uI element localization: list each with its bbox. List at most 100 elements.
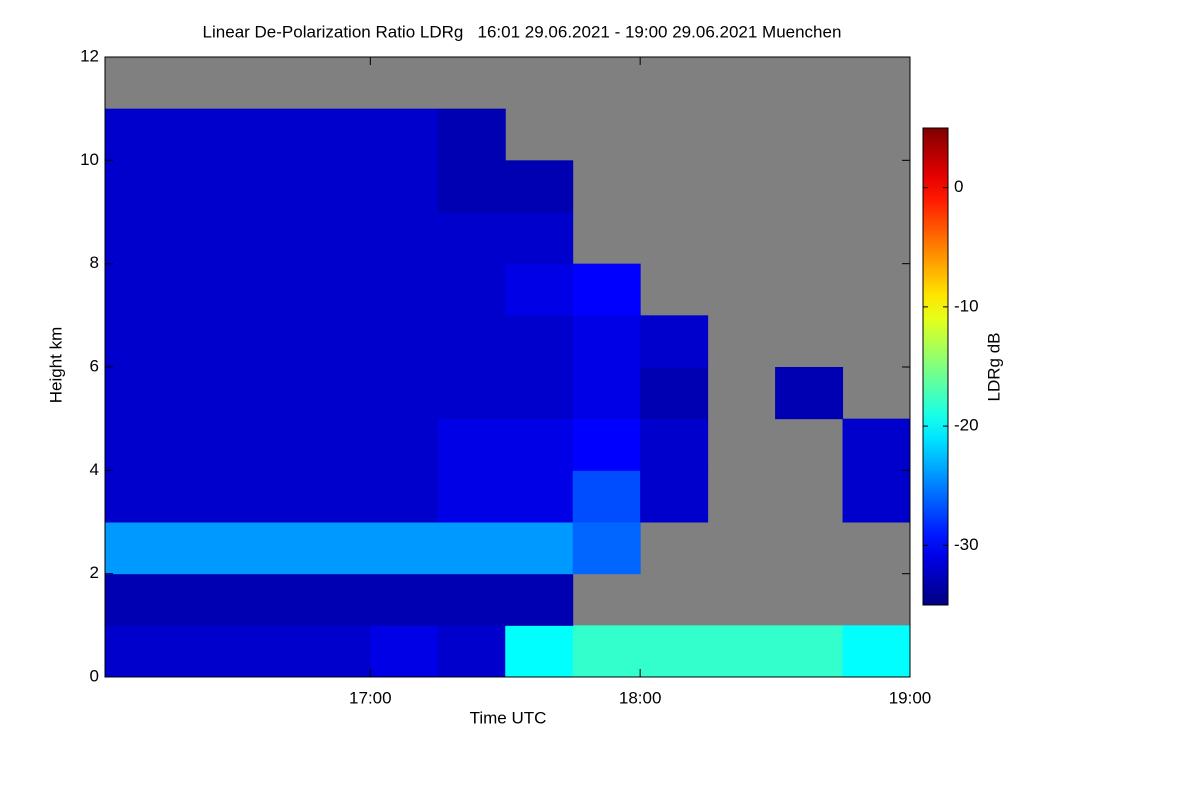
heatmap-cell bbox=[235, 263, 304, 316]
heatmap-cell bbox=[235, 108, 304, 161]
y-tick-label: 12 bbox=[80, 46, 99, 65]
y-tick-label: 8 bbox=[90, 253, 99, 272]
heatmap-cell bbox=[505, 470, 574, 523]
heatmap-cell bbox=[437, 212, 506, 265]
heatmap-cell bbox=[302, 470, 371, 523]
heatmap-cell bbox=[572, 625, 641, 678]
heatmap-cell bbox=[167, 108, 236, 161]
heatmap-cell bbox=[105, 108, 169, 161]
heatmap-cell bbox=[370, 263, 439, 316]
heatmap-cell bbox=[842, 470, 911, 523]
heatmap-cell bbox=[505, 263, 574, 316]
heatmap-cell bbox=[235, 418, 304, 471]
heatmap-cell bbox=[572, 315, 641, 368]
heatmap-cell bbox=[572, 470, 641, 523]
heatmap-cell bbox=[437, 573, 506, 626]
y-tick-label: 4 bbox=[90, 460, 99, 479]
heatmap-cell bbox=[105, 212, 169, 265]
heatmap-cell bbox=[370, 212, 439, 265]
heatmap-cell bbox=[302, 418, 371, 471]
heatmap-cell bbox=[235, 470, 304, 523]
heatmap-cell bbox=[105, 160, 169, 213]
heatmap-cell bbox=[167, 418, 236, 471]
heatmap-cell bbox=[437, 160, 506, 213]
x-axis-label: Time UTC bbox=[470, 708, 547, 727]
heatmap-cell bbox=[167, 573, 236, 626]
heatmap-cell bbox=[640, 367, 709, 420]
heatmap-cell bbox=[572, 367, 641, 420]
heatmap-cell bbox=[302, 315, 371, 368]
heatmap-cell bbox=[302, 212, 371, 265]
heatmap-cell bbox=[370, 470, 439, 523]
heatmap-cell bbox=[370, 160, 439, 213]
heatmap-cell bbox=[437, 418, 506, 471]
heatmap-cell bbox=[505, 625, 574, 678]
heatmap-cell bbox=[105, 573, 169, 626]
heatmap-cell bbox=[235, 367, 304, 420]
heatmap-cell bbox=[437, 263, 506, 316]
y-axis-label: Height km bbox=[46, 327, 65, 404]
heatmap-cell bbox=[105, 625, 169, 678]
heatmap-cell bbox=[775, 625, 844, 678]
heatmap-cell bbox=[105, 522, 169, 575]
heatmap-cell bbox=[167, 160, 236, 213]
heatmap-cell bbox=[775, 367, 844, 420]
x-tick-label: 19:00 bbox=[889, 688, 932, 707]
heatmap-cell bbox=[105, 367, 169, 420]
y-tick-label: 6 bbox=[90, 356, 99, 375]
heatmap-cell bbox=[842, 418, 911, 471]
heatmap-cell bbox=[167, 522, 236, 575]
heatmap-cell bbox=[370, 108, 439, 161]
x-tick-label: 17:00 bbox=[349, 688, 392, 707]
heatmap-cell bbox=[302, 625, 371, 678]
colorbar-tick-label: -20 bbox=[954, 416, 979, 435]
heatmap-cell bbox=[640, 625, 709, 678]
heatmap-cell bbox=[370, 522, 439, 575]
heatmap-cell bbox=[505, 522, 574, 575]
heatmap-cell bbox=[302, 367, 371, 420]
heatmap-cell bbox=[302, 160, 371, 213]
heatmap-cell bbox=[235, 160, 304, 213]
heatmap-cell bbox=[105, 315, 169, 368]
colorbar bbox=[922, 127, 949, 606]
heatmap-cell bbox=[105, 263, 169, 316]
y-tick-label: 10 bbox=[80, 150, 99, 169]
heatmap-cell bbox=[105, 418, 169, 471]
heatmap-cell bbox=[505, 573, 574, 626]
x-tick-label: 18:00 bbox=[619, 688, 662, 707]
heatmap-cell bbox=[437, 367, 506, 420]
heatmap-cell bbox=[505, 315, 574, 368]
heatmap-cell bbox=[370, 418, 439, 471]
heatmap-cell bbox=[707, 625, 776, 678]
heatmap-cell bbox=[572, 418, 641, 471]
colorbar-tick-label: -10 bbox=[954, 296, 979, 315]
heatmap-cell bbox=[235, 315, 304, 368]
heatmap-cell bbox=[437, 315, 506, 368]
heatmap-cell bbox=[370, 625, 439, 678]
heatmap-cell bbox=[370, 367, 439, 420]
heatmap-cell bbox=[437, 522, 506, 575]
heatmap-cell bbox=[302, 573, 371, 626]
heatmap-cell bbox=[370, 315, 439, 368]
heatmap-cell bbox=[370, 573, 439, 626]
heatmap-cell bbox=[167, 625, 236, 678]
heatmap-cell bbox=[167, 212, 236, 265]
heatmap-cell bbox=[167, 315, 236, 368]
heatmap-cell bbox=[505, 367, 574, 420]
heatmap-cell bbox=[235, 625, 304, 678]
heatmap-cell bbox=[235, 522, 304, 575]
heatmap-cell bbox=[167, 367, 236, 420]
colorbar-label: LDRg dB bbox=[984, 333, 1003, 402]
heatmap-cell bbox=[437, 470, 506, 523]
heatmap-cell bbox=[640, 418, 709, 471]
heatmap-cell bbox=[505, 160, 574, 213]
colorbar-tick-label: -30 bbox=[954, 535, 979, 554]
chart-title: Linear De-Polarization Ratio LDRg 16:01 … bbox=[203, 22, 842, 41]
heatmap-cell bbox=[302, 108, 371, 161]
heatmap-cell bbox=[437, 625, 506, 678]
heatmap-cell bbox=[302, 263, 371, 316]
heatmap-cell bbox=[842, 625, 911, 678]
heatmap-cell bbox=[105, 470, 169, 523]
heatmap-cell bbox=[167, 263, 236, 316]
y-tick-label: 2 bbox=[90, 563, 99, 582]
